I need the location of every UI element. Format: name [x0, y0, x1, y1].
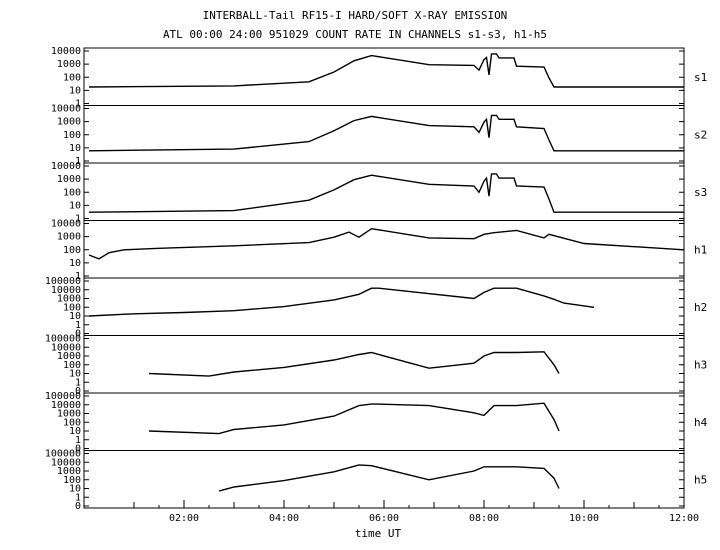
series-line-h3: [148, 351, 560, 377]
y-tick-label: 100: [63, 302, 81, 313]
channel-label: h1: [694, 243, 707, 256]
y-tick-label: 100: [63, 72, 81, 83]
channel-label: s3: [694, 186, 707, 199]
y-tick-label: 10: [69, 85, 81, 96]
y-tick-label: 10: [69, 258, 81, 269]
y-tick-label: 10000: [51, 104, 81, 115]
y-tick-label: 10000: [51, 46, 81, 57]
x-tick-label: 12:00: [669, 513, 699, 524]
channel-label: h5: [694, 473, 707, 486]
y-tick-label: 100: [63, 360, 81, 371]
series-line-h1: [88, 227, 685, 260]
y-tick-label: 1: [75, 435, 81, 446]
y-tick-label: 10000: [51, 285, 81, 296]
y-tick-label: 100000: [45, 276, 81, 287]
channel-label: h2: [694, 301, 707, 314]
series-line-s1: [88, 53, 684, 88]
series-line-s3: [88, 173, 684, 213]
x-tick-label: 06:00: [369, 513, 399, 524]
channel-label: s1: [694, 71, 707, 84]
x-axis: 02:00 04:00 06:00 08:00 10:00 12:00: [133, 500, 699, 524]
panel-s2: 1 10 100 1000 10000 s2: [51, 104, 707, 168]
panel-stack: 110100100010000s1110100100010000s2110100…: [45, 46, 708, 512]
y-tick-label: 0: [75, 329, 81, 340]
y-tick-label: 1: [75, 99, 81, 110]
chart-title: INTERBALL-Tail RF15-I HARD/SOFT X-RAY EM…: [203, 9, 508, 22]
y-tick-label: 1: [75, 377, 81, 388]
y-tick-label: 100: [63, 130, 81, 141]
channel-label: h3: [694, 358, 707, 371]
y-tick-label: 10000: [51, 400, 81, 411]
channel-label: h4: [694, 416, 708, 429]
y-tick-label: 10000: [51, 219, 81, 230]
y-tick-label: 10000: [51, 457, 81, 468]
y-tick-label: 1000: [57, 409, 81, 420]
y-tick-label: 0: [75, 386, 81, 397]
y-tick-label: 10: [69, 311, 81, 322]
y-tick-label: 1000: [57, 351, 81, 362]
y-tick-label: 1000: [57, 117, 81, 128]
y-tick-label: 1: [75, 156, 81, 167]
x-tick-label: 08:00: [469, 513, 499, 524]
y-tick-label: 1000: [57, 294, 81, 305]
y-tick-label: 100000: [45, 449, 81, 460]
y-tick-label: 1: [75, 320, 81, 331]
x-tick-label: 02:00: [169, 513, 199, 524]
y-tick-label: 1: [75, 492, 81, 503]
y-tick-label: 10: [69, 426, 81, 437]
y-tick-label: 100: [63, 245, 81, 256]
y-tick-label: 10: [69, 369, 81, 380]
y-tick-label: 1000: [57, 59, 81, 70]
channel-label: s2: [694, 128, 707, 141]
series-line-h4: [148, 402, 560, 435]
y-tick-label: 100: [63, 187, 81, 198]
y-tick-label: 100: [63, 417, 81, 428]
y-tick-label: 1000: [57, 232, 81, 243]
y-tick-label: 1000: [57, 466, 81, 477]
y-tick-label: 10: [69, 200, 81, 211]
y-tick-label: 0: [75, 444, 81, 455]
y-tick-label: 100000: [45, 334, 81, 345]
y-tick-label: 100000: [45, 391, 81, 402]
y-tick-label: 10: [69, 484, 81, 495]
y-tick-label: 10000: [51, 161, 81, 172]
series-line-h5: [218, 464, 560, 492]
y-tick-label: 1: [75, 214, 81, 225]
x-axis-label: time UT: [355, 527, 402, 540]
series-line-h2: [88, 287, 595, 317]
y-tick-label: 100: [63, 475, 81, 486]
y-tick-label: 1: [75, 271, 81, 282]
y-tick-label: 10: [69, 143, 81, 154]
series-line-s2: [88, 114, 684, 152]
y-tick-label: 1000: [57, 174, 81, 185]
y-tick-label: 10000: [51, 342, 81, 353]
chart-subtitle: ATL 00:00 24:00 951029 COUNT RATE IN CHA…: [163, 28, 547, 41]
y-tick-label: 0: [75, 501, 81, 512]
x-tick-label: 04:00: [269, 513, 299, 524]
x-tick-label: 10:00: [569, 513, 599, 524]
